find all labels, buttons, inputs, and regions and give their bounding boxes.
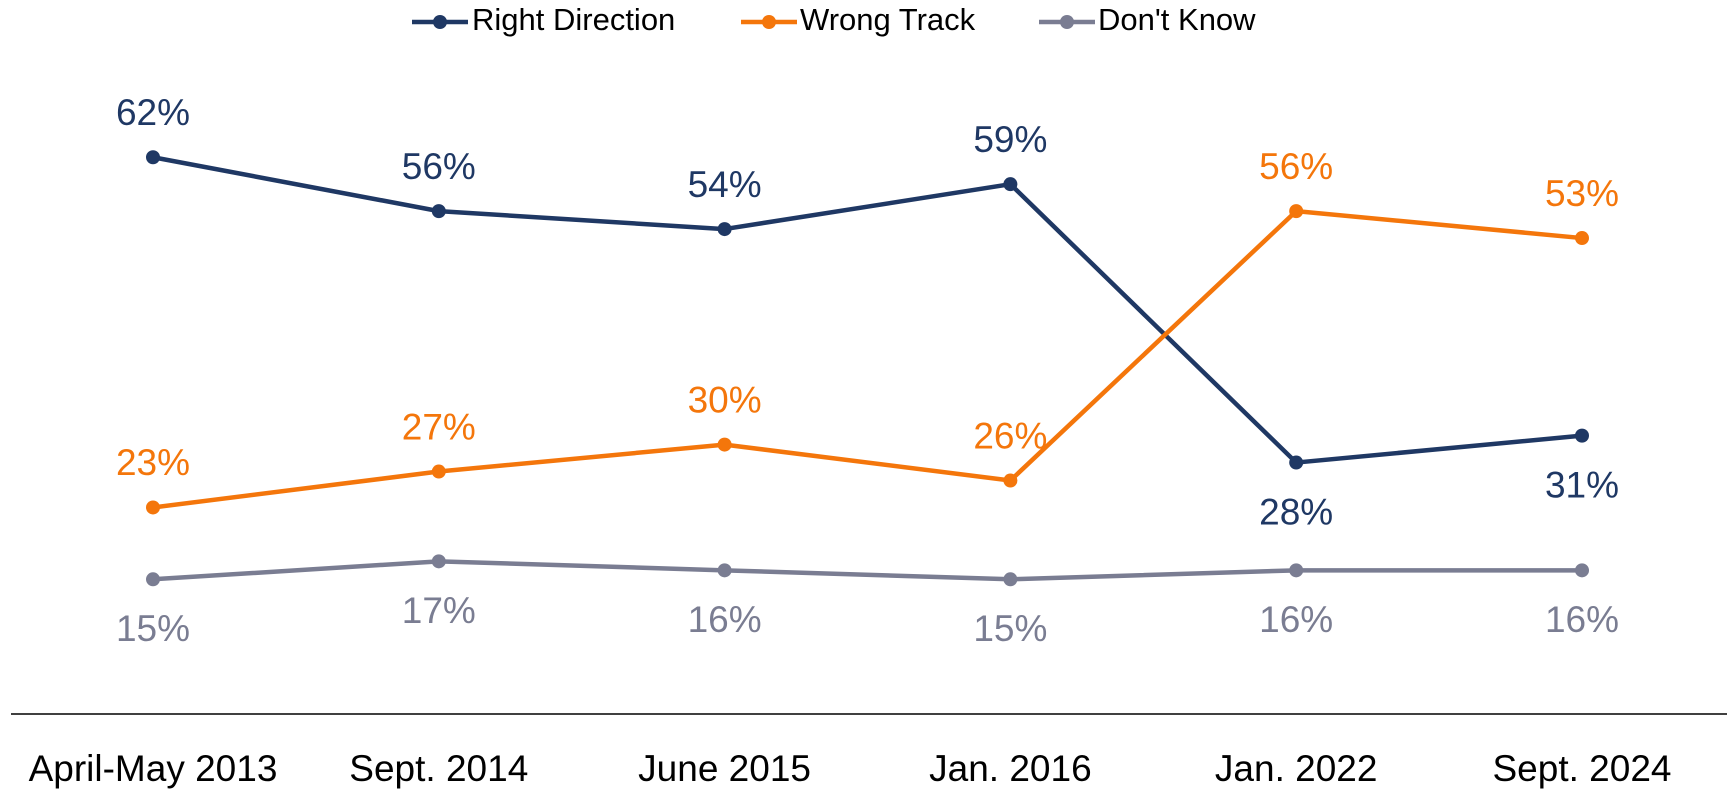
data-point [1289,455,1304,470]
series-line [152,559,1582,582]
legend-label: Right Direction [472,2,675,37]
data-point [1575,231,1589,246]
legend-marker [762,15,776,29]
x-tick-label: June 2015 [638,748,811,789]
x-tick-label: Sept. 2014 [349,748,528,789]
legend-label: Wrong Track [800,2,976,37]
data-label: 16% [1545,599,1619,640]
legend-marker [1060,15,1074,29]
data-point [431,554,446,569]
data-point [1003,572,1018,587]
series-line [152,208,1583,510]
legend-label: Don't Know [1098,2,1256,37]
data-label: 17% [402,590,476,631]
data-point [146,150,160,165]
data-label: 59% [973,119,1047,160]
data-point [717,563,732,578]
data-point [1575,428,1589,443]
data-point [1575,563,1589,578]
data-point [1003,473,1018,488]
data-point [717,437,732,452]
x-tick-label: Jan. 2022 [1215,748,1378,789]
data-label: 54% [688,164,762,205]
data-label: 27% [402,406,476,447]
data-label: 56% [402,146,476,187]
data-label: 15% [116,608,190,649]
x-tick-label: Sept. 2024 [1493,748,1672,789]
data-label: 62% [116,92,190,133]
data-label: 56% [1259,146,1333,187]
data-label: 31% [1545,464,1619,505]
data-label: 28% [1259,491,1333,532]
data-label: 30% [688,379,762,420]
data-point [431,464,446,479]
data-point [146,572,160,587]
data-label: 53% [1545,173,1619,214]
data-point [1289,563,1304,578]
x-tick-label: Jan. 2016 [929,748,1092,789]
data-point [717,222,732,237]
x-tick-label: April-May 2013 [29,748,278,789]
data-point [431,204,446,219]
data-point [146,500,160,515]
data-label: 16% [688,599,762,640]
data-label: 15% [973,608,1047,649]
data-point [1003,177,1018,192]
data-label: 23% [116,442,190,483]
legend-marker [433,15,447,29]
data-label: 16% [1259,599,1333,640]
data-label: 26% [973,415,1047,456]
data-point [1289,204,1304,219]
series-line [152,155,1583,465]
